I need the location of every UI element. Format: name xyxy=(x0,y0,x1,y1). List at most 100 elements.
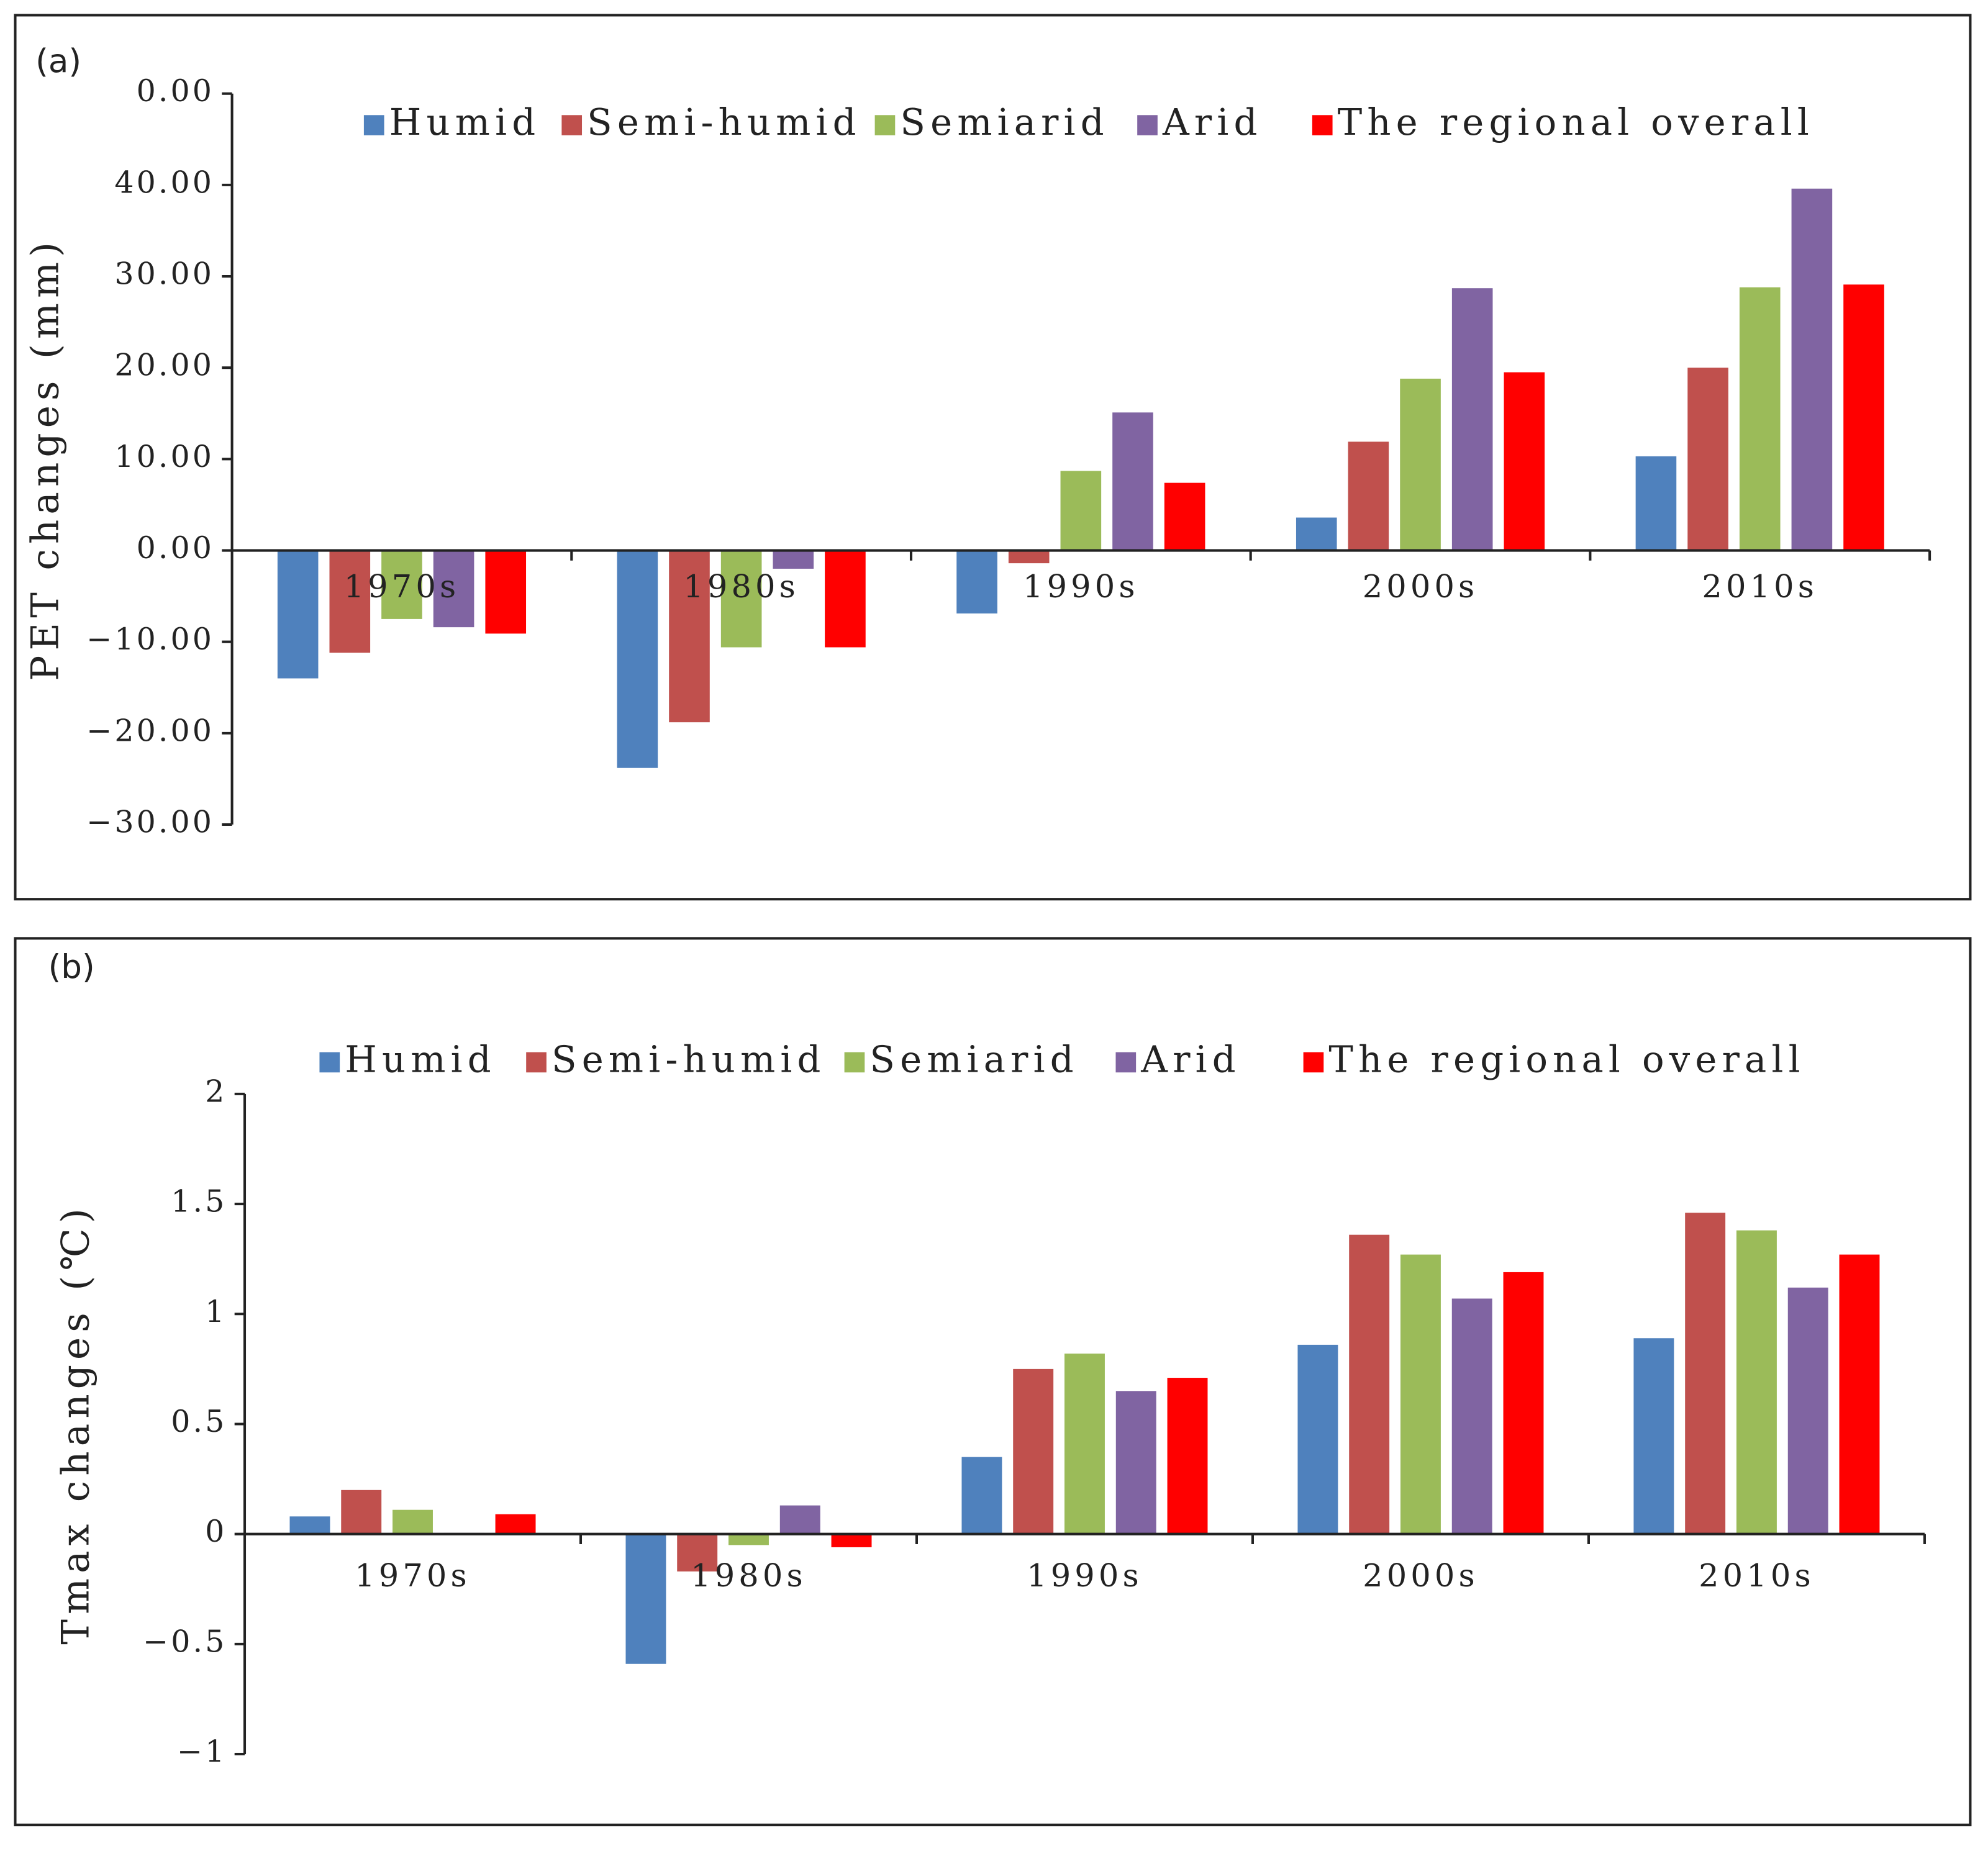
bar xyxy=(1787,1287,1828,1534)
bar xyxy=(1633,1338,1674,1534)
bar xyxy=(825,550,866,648)
bar xyxy=(720,550,762,648)
bar xyxy=(1296,517,1337,551)
bar xyxy=(1167,1378,1208,1534)
y-tick-label: −0.5 xyxy=(143,1624,227,1659)
bar xyxy=(1736,1230,1777,1534)
bar xyxy=(1685,1213,1726,1534)
bar xyxy=(1451,288,1493,551)
y-tick-label: 1 xyxy=(205,1294,227,1329)
legend-swatch xyxy=(1115,1052,1137,1073)
bar xyxy=(625,1534,666,1664)
bar xyxy=(728,1534,769,1545)
bar xyxy=(669,550,710,723)
bar xyxy=(1451,1298,1492,1534)
y-tick-label: 0.5 xyxy=(171,1404,227,1439)
bar xyxy=(1060,471,1102,551)
y-tick-label: 2 xyxy=(205,1074,227,1109)
bar xyxy=(1739,287,1781,551)
bar xyxy=(1013,1368,1054,1534)
y-axis-label: Tmax changes (℃) xyxy=(54,1203,98,1645)
legend-label: Humid xyxy=(389,101,541,143)
y-tick-label: −20.00 xyxy=(86,713,214,748)
legend-label: Humid xyxy=(345,1038,496,1081)
y-tick-label: 0 xyxy=(205,1514,227,1549)
legend-label: The regional overall xyxy=(1338,101,1814,143)
legend-label: The regional overall xyxy=(1328,1038,1805,1081)
legend-label: Semi-humid xyxy=(551,1038,825,1081)
y-axis-label: PET changes (mm) xyxy=(24,237,68,681)
bar xyxy=(1348,441,1389,551)
y-tick-label: 0.00 xyxy=(137,530,214,566)
bar xyxy=(1839,1254,1880,1534)
legend-swatch xyxy=(319,1052,340,1073)
bar xyxy=(956,550,997,614)
bar xyxy=(779,1505,820,1534)
bar xyxy=(289,1516,330,1534)
bar xyxy=(1164,482,1205,551)
bar xyxy=(1843,284,1884,551)
y-tick-label: −1 xyxy=(177,1734,227,1770)
bar xyxy=(617,550,658,768)
panel-frame xyxy=(14,937,1972,1827)
bar xyxy=(341,1490,382,1534)
panel-label: (b) xyxy=(48,947,95,986)
legend-label: Arid xyxy=(1162,101,1263,143)
legend-swatch xyxy=(1303,1052,1324,1073)
bar xyxy=(1635,456,1677,551)
bar xyxy=(1297,1344,1338,1534)
bar xyxy=(1349,1234,1390,1534)
legend-label: Arid xyxy=(1140,1038,1241,1081)
bar xyxy=(1504,372,1545,551)
bar xyxy=(1115,1391,1156,1534)
bar xyxy=(1687,368,1728,551)
x-tick-label: 1970s xyxy=(344,569,460,605)
bar xyxy=(1503,1272,1544,1534)
legend-swatch xyxy=(526,1052,547,1073)
legend-label: Semi-humid xyxy=(587,101,861,143)
x-tick-label: 1980s xyxy=(691,1558,807,1594)
y-tick-label: −30.00 xyxy=(86,805,214,840)
bar xyxy=(485,550,527,634)
bar xyxy=(1008,550,1050,564)
legend-swatch xyxy=(844,1052,865,1073)
bar xyxy=(393,1509,433,1534)
panel-frame xyxy=(14,14,1972,901)
x-tick-label: 1970s xyxy=(355,1558,471,1594)
legend-swatch xyxy=(874,115,896,135)
y-tick-label: 40.00 xyxy=(114,165,214,200)
legend-swatch xyxy=(363,115,384,135)
bar xyxy=(677,1534,718,1571)
panel-label: (a) xyxy=(35,42,81,81)
x-tick-label: 1980s xyxy=(683,569,799,605)
bar xyxy=(277,550,319,679)
bar xyxy=(1400,1254,1441,1534)
x-tick-label: 2000s xyxy=(1363,1558,1479,1594)
bar xyxy=(433,550,474,628)
bar xyxy=(961,1457,1002,1534)
legend-swatch xyxy=(1312,115,1333,135)
bar xyxy=(1400,378,1441,551)
bar xyxy=(1064,1354,1105,1534)
bar xyxy=(381,550,422,619)
y-tick-label: 30.00 xyxy=(114,256,214,292)
x-tick-label: 2010s xyxy=(1702,569,1818,605)
legend-swatch xyxy=(1137,115,1158,135)
legend-label: Semiarid xyxy=(869,1038,1078,1081)
y-tick-label: 10.00 xyxy=(114,439,214,474)
bar xyxy=(495,1514,536,1534)
x-tick-label: 1990s xyxy=(1027,1558,1143,1594)
x-tick-label: 1990s xyxy=(1023,569,1139,605)
x-tick-label: 2000s xyxy=(1363,569,1479,605)
y-tick-label: −10.00 xyxy=(86,622,214,657)
bar xyxy=(1112,412,1153,551)
bar xyxy=(773,550,814,569)
legend-label: Semiarid xyxy=(900,101,1109,143)
x-tick-label: 2010s xyxy=(1699,1558,1815,1594)
legend-swatch xyxy=(561,115,583,135)
y-tick-label: 0.00 xyxy=(137,73,214,109)
bar xyxy=(329,550,371,653)
bar xyxy=(1791,188,1833,551)
y-tick-label: 1.5 xyxy=(171,1184,227,1219)
